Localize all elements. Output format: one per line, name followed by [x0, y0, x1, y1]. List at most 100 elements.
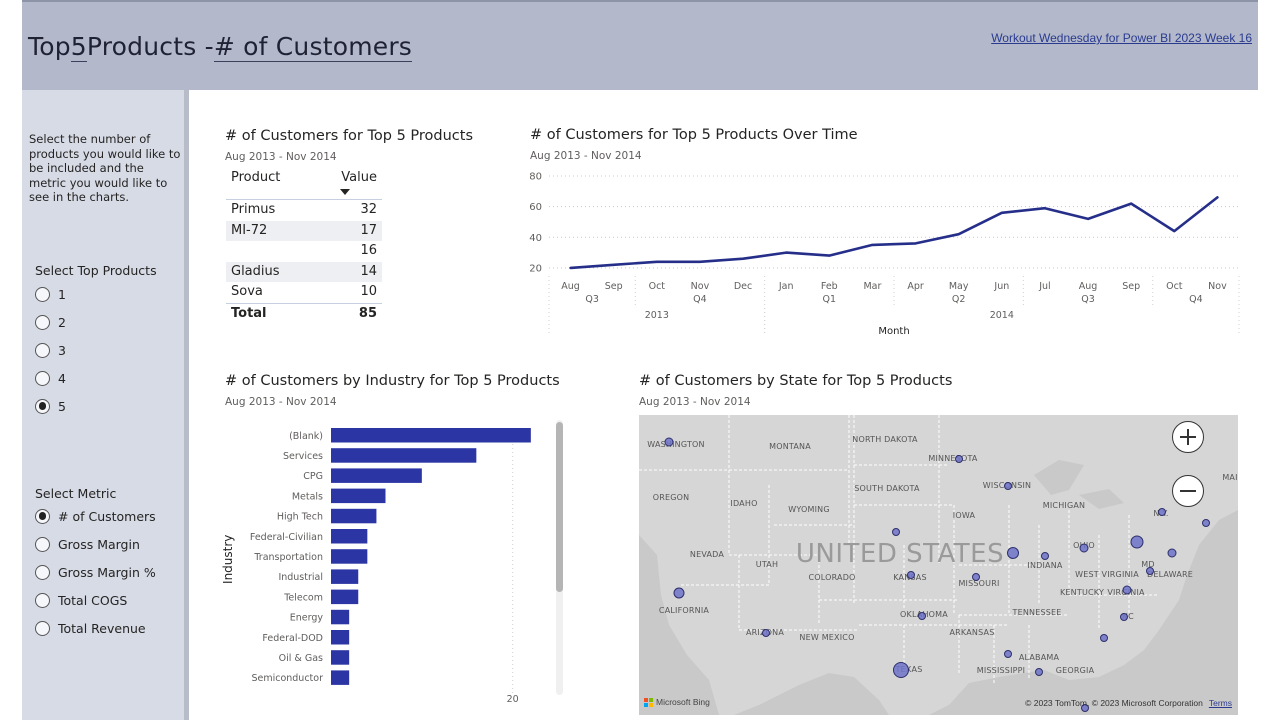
industry-bar[interactable] — [331, 589, 359, 605]
line-point — [740, 256, 746, 262]
year-label: 2013 — [645, 310, 669, 321]
radio-empty-icon[interactable] — [35, 286, 50, 302]
industry-bar[interactable] — [331, 650, 350, 665]
top-products-option[interactable]: 4 — [35, 368, 66, 388]
table-row[interactable]: Gladius 14 — [226, 261, 382, 282]
industry-bar[interactable] — [331, 529, 368, 544]
state-bubble[interactable] — [1079, 543, 1089, 553]
column-header-value[interactable]: Value — [341, 170, 377, 185]
metric-option[interactable]: # of Customers — [35, 506, 156, 526]
metric-option[interactable]: Gross Margin — [35, 534, 140, 554]
state-label: UTAH — [756, 560, 778, 569]
top-products-option[interactable]: 2 — [35, 312, 66, 332]
state-bubble[interactable] — [762, 629, 770, 637]
radio-empty-icon[interactable] — [35, 564, 50, 580]
category-label: CPG — [303, 471, 323, 482]
product-cell: MI-72 — [231, 222, 268, 238]
state-bubble[interactable] — [907, 571, 915, 579]
sidebar-divider — [184, 90, 189, 720]
radio-empty-icon[interactable] — [35, 536, 50, 552]
microsoft-logo-icon — [644, 697, 653, 707]
zoom-out-button[interactable] — [1172, 475, 1204, 507]
metric-option[interactable]: Gross Margin % — [35, 562, 156, 582]
industry-bar[interactable] — [331, 508, 377, 524]
state-bubble[interactable] — [673, 587, 685, 599]
state-label: MICHIGAN — [1043, 501, 1085, 510]
line-point — [869, 242, 875, 248]
state-bubble[interactable] — [892, 528, 900, 536]
y-tick-label: 40 — [529, 233, 542, 244]
state-label: MONTANA — [769, 442, 811, 451]
industry-bar[interactable] — [331, 488, 386, 504]
column-header-product[interactable]: Product — [231, 170, 281, 185]
state-map[interactable]: WASHINGTON MONTANA NORTH DAKOTA MINNESOTA OR… — [639, 415, 1238, 715]
sort-descending-icon — [340, 189, 350, 195]
category-label: Industrial — [278, 572, 323, 583]
state-bubble[interactable] — [1035, 668, 1043, 676]
radio-empty-icon[interactable] — [35, 370, 50, 386]
industry-bar[interactable] — [331, 670, 350, 685]
table-row[interactable]: Primus 32 — [226, 200, 382, 221]
radio-empty-icon[interactable] — [35, 342, 50, 358]
terms-link[interactable]: Terms — [1208, 698, 1232, 708]
state-bubble[interactable] — [955, 455, 963, 463]
industry-bar[interactable] — [331, 630, 350, 645]
top-products-option[interactable]: 1 — [35, 284, 66, 304]
metric-option[interactable]: Total Revenue — [35, 618, 146, 638]
state-bubble[interactable] — [1007, 547, 1019, 559]
state-bubble[interactable] — [1130, 535, 1144, 549]
total-label: Total — [231, 305, 267, 321]
zoom-in-button[interactable] — [1172, 421, 1204, 453]
metric-option-label: Gross Margin — [58, 536, 140, 552]
radio-selected-icon[interactable] — [35, 508, 50, 524]
radio-empty-icon[interactable] — [35, 620, 50, 636]
state-label: OREGON — [653, 493, 690, 502]
state-label: NC — [1122, 612, 1134, 621]
industry-bar[interactable] — [331, 468, 422, 483]
industry-bar[interactable] — [331, 428, 531, 443]
state-label: SOUTH DAKOTA — [854, 484, 920, 493]
industry-bar[interactable] — [331, 609, 350, 625]
state-bubble[interactable] — [1202, 519, 1210, 527]
industry-bar[interactable] — [331, 569, 359, 584]
table-row[interactable]: 16 — [226, 241, 382, 262]
state-bubble[interactable] — [1158, 508, 1166, 516]
state-bubble[interactable] — [918, 612, 926, 620]
state-label: INDIANA — [1027, 561, 1063, 570]
year-label: 2014 — [990, 310, 1014, 321]
line-point — [956, 231, 962, 237]
state-bubble[interactable] — [1120, 613, 1128, 621]
industry-bar[interactable] — [331, 549, 368, 564]
state-bubble[interactable] — [1146, 567, 1154, 575]
top-products-option[interactable]: 5 — [35, 396, 66, 416]
line-visual-title: # of Customers for Top 5 Products Over T… — [530, 127, 858, 143]
map-land — [639, 415, 1238, 715]
radio-empty-icon[interactable] — [35, 314, 50, 330]
table-row[interactable]: Sova 10 — [226, 282, 382, 303]
state-bubble[interactable] — [1004, 650, 1012, 658]
metric-option-label: # of Customers — [58, 508, 156, 524]
workout-wednesday-link[interactable]: Workout Wednesday for Power BI 2023 Week… — [991, 31, 1252, 45]
page-title: Top 5 Products - # of Customers — [28, 32, 413, 62]
line-chart: 20 40 60 80 Aug Sep Oct Nov Dec Jan Feb Mar Apr May Ju… — [529, 172, 1240, 337]
radio-selected-icon[interactable] — [35, 398, 50, 414]
radio-empty-icon[interactable] — [35, 592, 50, 608]
state-bubble[interactable] — [1167, 548, 1177, 558]
state-bubble[interactable] — [1081, 704, 1089, 712]
state-bubble[interactable] — [1041, 552, 1049, 560]
metric-option[interactable]: Total COGS — [35, 590, 127, 610]
map-canvas[interactable]: WASHINGTON MONTANA NORTH DAKOTA MINNESOTA OR… — [639, 415, 1238, 715]
state-bubble[interactable] — [1100, 634, 1108, 642]
state-bubble[interactable] — [972, 573, 980, 581]
bar-chart-scrollbar-thumb[interactable] — [556, 422, 563, 592]
state-label: NEVADA — [690, 550, 724, 559]
state-bubble[interactable] — [1004, 482, 1012, 490]
state-label: MAI — [1222, 473, 1237, 482]
industry-bar[interactable] — [331, 448, 477, 463]
top-products-option[interactable]: 3 — [35, 340, 66, 360]
state-bubble[interactable] — [893, 662, 909, 678]
state-bubble[interactable] — [664, 437, 674, 447]
table-row[interactable]: MI-72 17 — [226, 220, 382, 241]
state-label: MD — [1141, 560, 1154, 569]
state-bubble[interactable] — [1122, 585, 1132, 595]
